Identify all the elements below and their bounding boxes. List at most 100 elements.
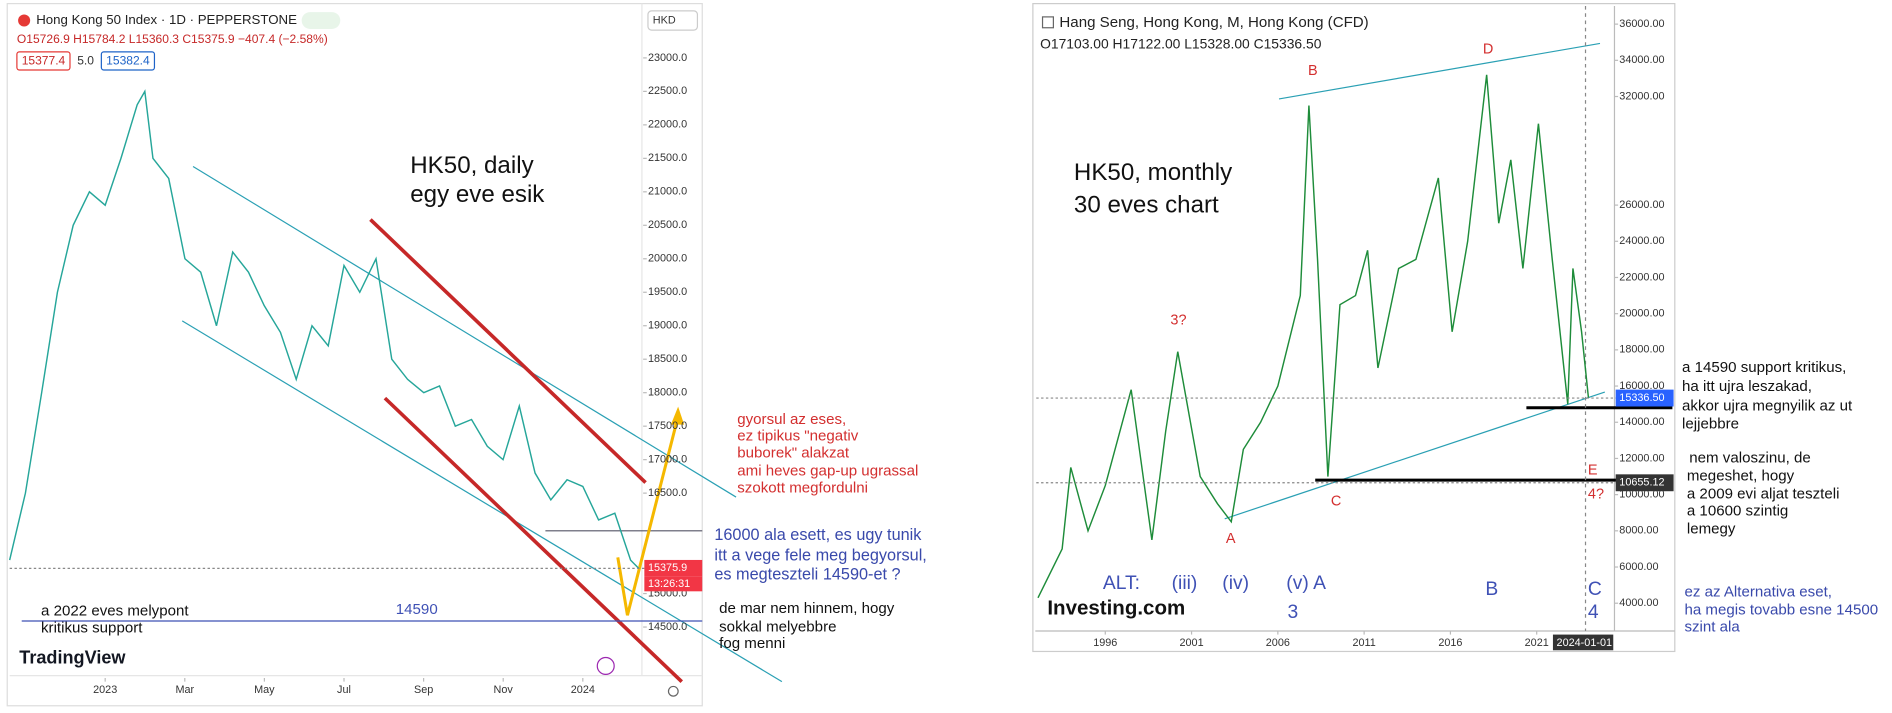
x-tick-label: Nov [494,684,514,696]
annotation: ez az Alternativa eset, [1684,583,1832,600]
x-tick-label: Sep [414,684,433,696]
y-tick-label: 24000.00 [1619,235,1664,247]
wave-label: E [1588,462,1598,478]
y-tick-label: 15000.0 [648,587,687,599]
y-tick-label: 8000.00 [1619,525,1658,537]
settings-icon[interactable] [667,685,679,697]
y-tick-label: 23000.0 [648,52,687,64]
symbol-title: Hong Kong 50 Index · 1D · PEPPERSTONE [36,12,297,27]
x-tick-label: 2021 [1525,637,1549,649]
annotation: sokkal melyebbre [719,618,836,635]
projection-arrow [616,415,680,616]
y-tick-label: 12000.00 [1619,452,1664,464]
wave-label: D [1483,41,1493,57]
annotation: buborek" alakzat [737,445,850,462]
price-line [8,89,640,569]
y-tick-label: 14500.0 [648,621,687,633]
countdown: 13:26:31 [648,578,690,590]
y-tick-label: 14000.00 [1619,416,1664,428]
collapse-icon[interactable] [1041,16,1054,29]
price-tag-box [644,559,703,577]
level-tag: 10655.12 [1619,477,1664,489]
right-panel [1032,3,1676,653]
y-tick-label: 19500.0 [648,286,687,298]
x-tick-label: 2023 [93,684,117,696]
annotation: ha megis tovabb esne 14500 [1684,601,1878,618]
x-tick-label: 2024 [571,684,595,696]
bid-price: 15377.4 [22,54,66,68]
trend-line [1224,391,1606,520]
annotation: itt a vege fele meg begyorsul, [714,546,927,564]
price-tag: 15375.9 [648,562,687,574]
currency-label: HKD [653,14,676,26]
annotation: szokott megfordulni [737,480,868,497]
brand-logo: Investing.com [1047,597,1185,620]
level-tag-box [1615,474,1674,492]
wave-label: A [1226,531,1236,547]
alt-label: (iv) [1222,573,1249,594]
currency-select[interactable] [647,10,699,31]
y-tick-label: 34000.00 [1619,54,1664,66]
x-tick-label: 2016 [1438,637,1462,649]
annotation-title: egy eve esik [410,181,545,208]
annotation: nem valoszinu, de [1689,449,1811,466]
price-tag: 15336.50 [1619,392,1664,404]
annotation: kritikus support [41,620,143,637]
y-tick-label: 22500.0 [648,85,687,97]
x-tick-label: 2011 [1352,637,1375,649]
y-tick-label: 6000.00 [1619,561,1658,573]
x-tick-label: 2006 [1266,637,1290,649]
annotation: fog menni [719,635,785,652]
annotation: a 2009 evi aljat teszteli [1687,486,1840,503]
bid-box[interactable] [16,51,71,71]
annotation: a 2022 eves melypont [41,603,189,620]
alt-label: B [1485,579,1498,600]
alt-label: ALT: [1103,573,1140,594]
annotation: akkor ujra megnyilik az ut [1682,398,1853,415]
countdown-box [644,576,703,592]
annotation-title: 30 eves chart [1074,192,1219,219]
ask-box[interactable] [100,51,156,71]
annotation: a 10600 szintig [1687,503,1788,520]
channel-line [192,165,737,498]
y-tick-label: 19000.0 [648,320,687,332]
alt-label: 3 [1287,602,1298,623]
y-tick-label: 4000.00 [1619,597,1658,609]
wave-label: 4? [1588,486,1604,502]
annotation: ami heves gap-up ugrassal [737,463,918,480]
annotation: ha itt ujra leszakad, [1682,378,1812,395]
alert-icon[interactable] [596,656,615,675]
y-tick-label: 22000.0 [648,119,687,131]
y-tick-label: 17500.0 [648,420,687,432]
ohlc-line: O15726.9 H15784.2 L15360.3 C15375.9 −407… [17,32,328,46]
alt-label: (v) A [1286,573,1326,594]
y-tick-label: 16000.00 [1619,380,1664,392]
y-tick-label: 20000.0 [648,253,687,265]
trend-line [1278,42,1601,100]
annotation: a 14590 support kritikus, [1682,359,1846,376]
y-tick-label: 26000.00 [1619,199,1664,211]
date-tag: 2024-01-01 [1557,637,1612,649]
x-tick-label: Jul [337,684,351,696]
y-tick-label: 18000.00 [1619,344,1664,356]
y-tick-label: 17000.0 [648,454,687,466]
symbol-title: Hang Seng, Hong Kong, M, Hong Kong (CFD) [1059,14,1368,31]
trend-line [369,218,647,484]
ohlc-line: O17103.00 H17122.00 L15328.00 C15336.50 [1040,35,1322,51]
y-tick-label: 18000.0 [648,387,687,399]
annotation: szint ala [1684,618,1740,635]
x-tick-label: May [254,684,275,696]
y-tick-label: 10000.00 [1619,488,1664,500]
y-tick-label: 21000.0 [648,186,687,198]
y-tick-label: 22000.00 [1619,271,1664,283]
price-line [1037,74,1590,599]
annotation: 16000 ala esett, es ugy tunik [714,526,922,544]
y-tick-label: 20500.0 [648,219,687,231]
y-tick-label: 32000.00 [1619,90,1664,102]
brand-logo: TradingView [19,647,126,667]
annotation: lemegy [1687,521,1736,538]
y-tick-label: 36000.00 [1619,18,1664,30]
annotation: lejjebbre [1682,416,1739,433]
wave-label: 3? [1170,313,1186,329]
